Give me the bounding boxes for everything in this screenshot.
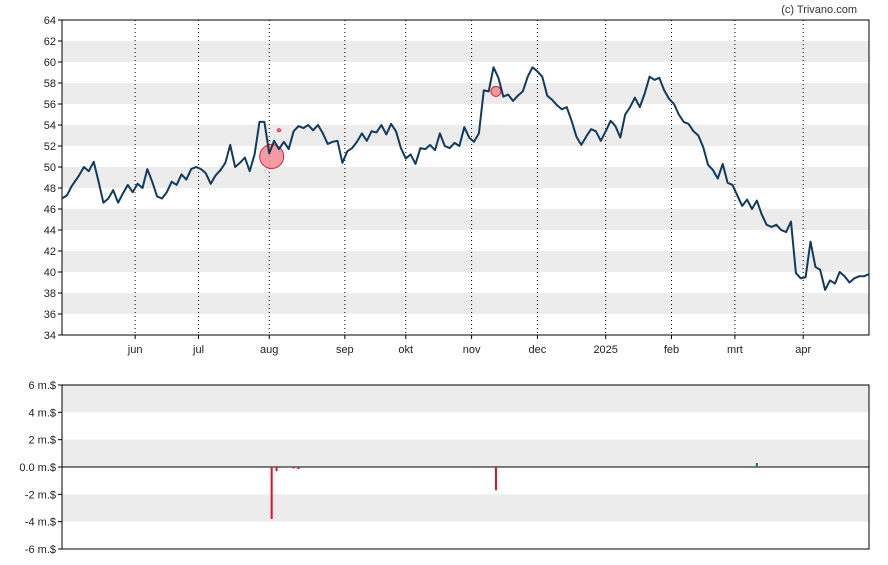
x-tick-label: jun (127, 344, 143, 356)
sell-marker (490, 85, 502, 97)
y-tick-label: -6 m.$ (25, 544, 56, 556)
x-tick-label: nov (463, 344, 481, 356)
x-tick-label: 2025 (593, 344, 617, 356)
x-tick-label: sep (336, 344, 354, 356)
sell-bar (297, 467, 300, 470)
price-band (62, 83, 869, 104)
y-tick-label: 42 (44, 246, 56, 258)
sell-bar (270, 467, 273, 519)
x-tick-label: aug (260, 344, 278, 356)
x-tick-label: dec (529, 344, 547, 356)
price-band (62, 167, 869, 188)
y-tick-label: 54 (44, 120, 56, 132)
price-plot-frame (61, 19, 870, 336)
y-tick-label: 44 (44, 225, 56, 237)
y-tick-label: 50 (44, 162, 56, 174)
volume-y-tick-labels: 6 m.$ 4 m.$ 2 m.$ 0.0 m.$ -2 m.$ -4 m.$ -6 m.$ (19, 380, 62, 556)
y-tick-label: 0.0 m.$ (19, 462, 56, 474)
price-chart-gridlines (134, 20, 804, 339)
x-tick-label: apr (795, 344, 811, 356)
y-tick-label: 2 m.$ (28, 435, 56, 447)
volume-band (62, 439, 869, 467)
y-tick-label: 58 (44, 78, 56, 90)
sell-bar (292, 467, 295, 469)
price-line (61, 66, 870, 291)
volume-bars (270, 462, 758, 519)
y-tick-label: -4 m.$ (25, 517, 56, 529)
price-band (62, 209, 869, 230)
y-tick-label: -2 m.$ (25, 489, 56, 501)
sell-bar (275, 467, 278, 472)
y-tick-label: 46 (44, 204, 56, 216)
volume-band (62, 494, 869, 522)
y-tick-label: 38 (44, 288, 56, 300)
price-band (62, 125, 869, 146)
y-tick-label: 48 (44, 183, 56, 195)
y-tick-label: 56 (44, 99, 56, 111)
buy-bar (755, 462, 758, 467)
y-tick-label: 6 m.$ (28, 380, 56, 392)
y-tick-label: 36 (44, 309, 56, 321)
volume-band (62, 385, 869, 413)
x-tick-label: okt (398, 344, 413, 356)
price-band (62, 251, 869, 272)
volume-chart-bands (62, 385, 869, 522)
trade-markers (259, 85, 502, 169)
y-tick-label: 60 (44, 57, 56, 69)
x-tick-label: feb (664, 344, 679, 356)
price-chart-axes (61, 19, 870, 336)
price-chart-bands (62, 41, 869, 314)
price-band (62, 293, 869, 314)
credit-label: (c) Trivano.com (781, 4, 857, 16)
y-tick-label: 40 (44, 267, 56, 279)
y-tick-label: 34 (44, 330, 56, 342)
x-tick-label: jul (192, 344, 204, 356)
sell-bar (494, 467, 497, 491)
x-tick-label: mrt (727, 344, 743, 356)
y-tick-label: 62 (44, 36, 56, 48)
sell-marker (276, 128, 281, 133)
price-band (62, 41, 869, 62)
price-y-tick-labels: 34 36 38 40 42 44 46 48 50 52 54 56 58 60 62 64 (44, 15, 62, 342)
price-x-tick-labels: jun jul aug sep okt nov dec 2025 feb mrt apr (127, 344, 812, 356)
y-tick-label: 52 (44, 141, 56, 153)
y-tick-label: 64 (44, 15, 56, 27)
y-tick-label: 4 m.$ (28, 407, 56, 419)
